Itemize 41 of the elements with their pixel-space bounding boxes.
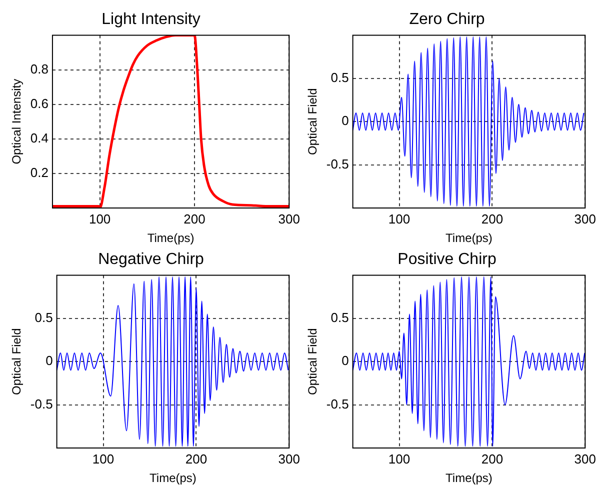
- y-tick-label: -0.5: [326, 156, 349, 172]
- chart-title: Positive Chirp: [398, 251, 496, 268]
- x-axis-title: Time(ps): [147, 231, 194, 246]
- y-tick-label: 0.4: [30, 130, 48, 146]
- line-series: [52, 35, 290, 208]
- x-tick-label: 300: [574, 211, 596, 226]
- x-tick-label: 300: [278, 451, 300, 466]
- y-axis-title: Optical Field: [306, 88, 320, 155]
- x-tick-label: 200: [481, 451, 504, 466]
- y-tick-label: 0.5: [330, 70, 349, 85]
- x-tick-label: 100: [388, 211, 410, 226]
- y-tick-label: 0.8: [30, 61, 48, 76]
- y-tick-label: 0.6: [30, 96, 48, 111]
- y-axis-title: Optical Intensity: [10, 78, 24, 164]
- x-axis-title: Time(ps): [150, 471, 196, 486]
- y-tick-label: 0: [46, 353, 53, 368]
- chart-title: Light Intensity: [102, 11, 200, 28]
- x-tick-label: 100: [92, 451, 114, 466]
- x-tick-label: 100: [88, 211, 111, 226]
- y-axis-title: Optical Field: [10, 328, 24, 395]
- x-tick-label: 200: [185, 451, 208, 466]
- x-tick-label: 200: [184, 211, 206, 226]
- y-tick-label: 0: [342, 113, 349, 128]
- line-series: [352, 36, 584, 207]
- chart-title: Negative Chirp: [98, 251, 204, 268]
- line-series: [56, 276, 289, 447]
- y-tick-label: -0.5: [326, 396, 349, 412]
- y-tick-label: 0.5: [330, 310, 349, 325]
- y-tick-label: 0.2: [30, 165, 48, 180]
- x-tick-label: 300: [574, 451, 596, 466]
- x-tick-label: 300: [278, 211, 300, 226]
- line-series: [352, 276, 586, 447]
- y-tick-label: -0.5: [30, 396, 53, 412]
- y-tick-label: 0: [342, 353, 349, 368]
- y-axis-title: Optical Field: [306, 328, 320, 395]
- chart-title: Zero Chirp: [409, 11, 485, 28]
- y-tick-label: 0.5: [34, 310, 53, 325]
- x-axis-title: Time(ps): [446, 231, 492, 246]
- x-axis-title: Time(ps): [446, 471, 492, 486]
- x-tick-label: 200: [481, 211, 504, 226]
- x-tick-label: 100: [388, 451, 410, 466]
